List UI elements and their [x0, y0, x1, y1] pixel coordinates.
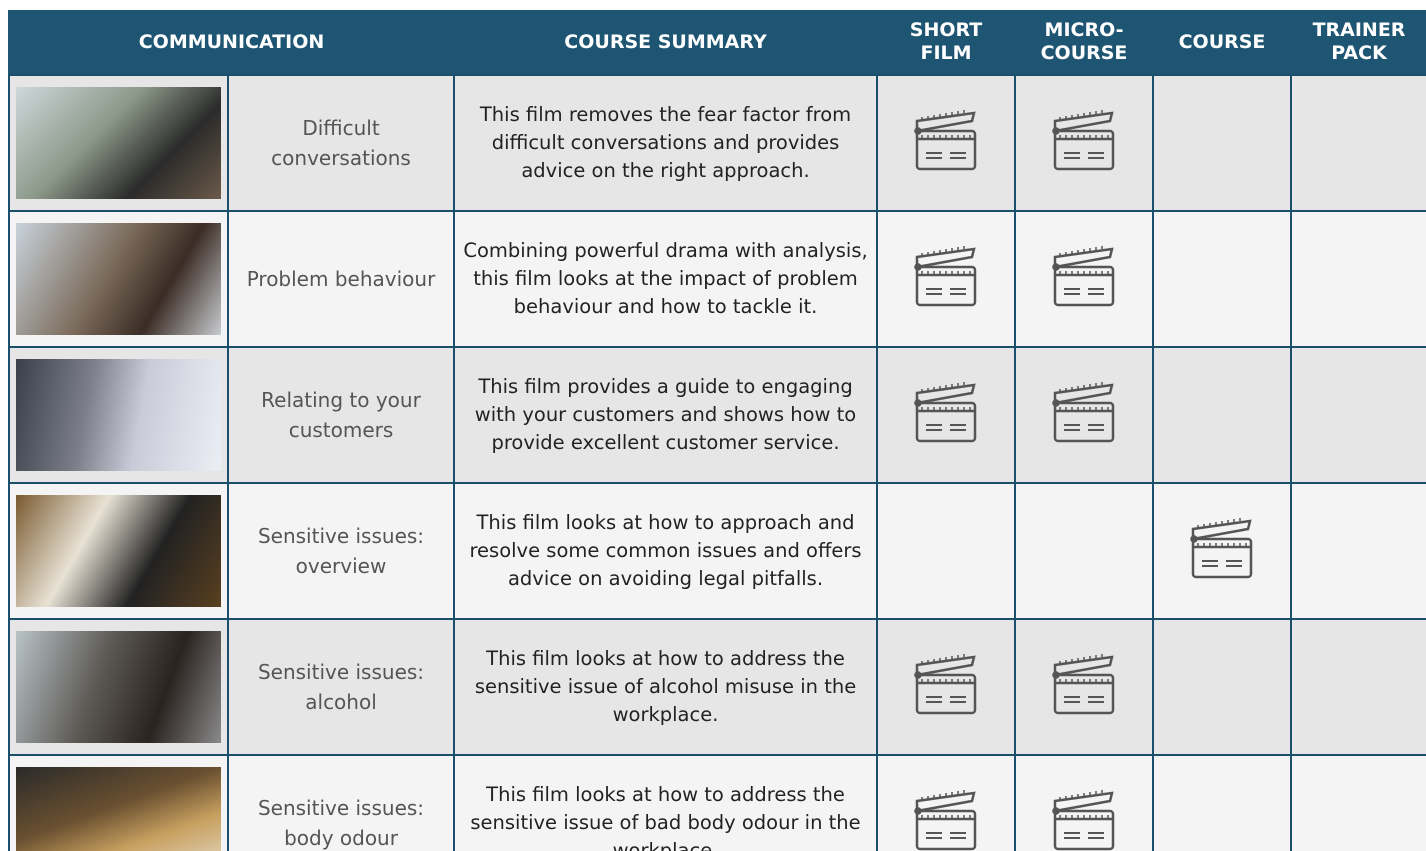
film-icon — [1052, 790, 1115, 851]
course-title: Difficult conversations — [226, 74, 456, 212]
header-cell: MICRO-COURSE — [1014, 10, 1155, 75]
format-cell — [876, 754, 1017, 851]
format-cell — [876, 482, 1017, 620]
header-row: COMMUNICATION COURSE SUMMARY SHORT FILM … — [8, 10, 1426, 75]
format-cell — [1152, 210, 1293, 348]
photo — [16, 223, 221, 335]
photo-cell — [8, 618, 229, 756]
format-cell — [1152, 618, 1293, 756]
course-summary: This film looks at how to address the se… — [453, 754, 879, 851]
photo-cell — [8, 482, 229, 620]
course-title: Sensitive issues: body odour — [226, 754, 456, 851]
format-cell — [1014, 74, 1155, 212]
photo — [16, 631, 221, 743]
table-row: Sensitive issues: alcohol This film looks… — [8, 618, 1426, 756]
format-cell — [1152, 754, 1293, 851]
course-title: Problem behaviour — [226, 210, 456, 348]
course-summary: This film removes the fear factor from d… — [453, 74, 879, 212]
format-cell — [1290, 210, 1426, 348]
format-cell — [1014, 618, 1155, 756]
table-row: Sensitive issues: overview This film look… — [8, 482, 1426, 620]
course-summary: This film looks at how to address the se… — [453, 618, 879, 756]
film-icon — [1052, 382, 1115, 443]
photo — [16, 495, 221, 607]
table-row: Difficult conversations This film removes… — [8, 74, 1426, 212]
format-cell — [1152, 346, 1293, 484]
film-icon — [914, 110, 977, 171]
photo-cell — [8, 346, 229, 484]
format-cell — [1290, 346, 1426, 484]
photo-cell — [8, 74, 229, 212]
photo-cell — [8, 210, 229, 348]
course-summary: Combining powerful drama with analysis, … — [453, 210, 879, 348]
header-cell: COURSE SUMMARY — [453, 10, 879, 75]
photo — [16, 767, 221, 851]
course-table: COMMUNICATION COURSE SUMMARY SHORT FILM … — [8, 10, 1426, 851]
film-icon — [914, 654, 977, 715]
course-summary: This film provides a guide to engaging w… — [453, 346, 879, 484]
format-cell — [1290, 754, 1426, 851]
film-icon — [914, 382, 977, 443]
film-icon — [1052, 110, 1115, 171]
format-cell — [876, 210, 1017, 348]
header-cell: SHORT FILM — [876, 10, 1017, 75]
format-cell — [1014, 346, 1155, 484]
format-cell — [876, 346, 1017, 484]
course-title: Relating to your customers — [226, 346, 456, 484]
photo-cell — [8, 754, 229, 851]
photo — [16, 87, 221, 199]
format-cell — [876, 618, 1017, 756]
header-cell: TRAINER PACK — [1290, 10, 1426, 75]
film-icon — [914, 790, 977, 851]
film-icon — [1052, 246, 1115, 307]
film-icon — [1052, 654, 1115, 715]
table-row: Relating to your customers This film prov… — [8, 346, 1426, 484]
course-title: Sensitive issues: overview — [226, 482, 456, 620]
format-cell — [1290, 74, 1426, 212]
course-title: Sensitive issues: alcohol — [226, 618, 456, 756]
header-cell: COURSE — [1152, 10, 1293, 75]
format-cell — [1152, 74, 1293, 212]
header-cell: COMMUNICATION — [8, 10, 456, 75]
format-cell — [1290, 482, 1426, 620]
film-icon — [1190, 518, 1253, 579]
format-cell — [876, 74, 1017, 212]
table-row: Sensitive issues: body odour This film lo… — [8, 754, 1426, 851]
format-cell — [1152, 482, 1293, 620]
page: COMMUNICATION COURSE SUMMARY SHORT FILM … — [8, 10, 1426, 851]
photo — [16, 359, 221, 471]
format-cell — [1290, 618, 1426, 756]
table-row: Problem behaviour Combining powerful dram… — [8, 210, 1426, 348]
course-summary: This film looks at how to approach and r… — [453, 482, 879, 620]
format-cell — [1014, 754, 1155, 851]
format-cell — [1014, 482, 1155, 620]
film-icon — [914, 246, 977, 307]
format-cell — [1014, 210, 1155, 348]
